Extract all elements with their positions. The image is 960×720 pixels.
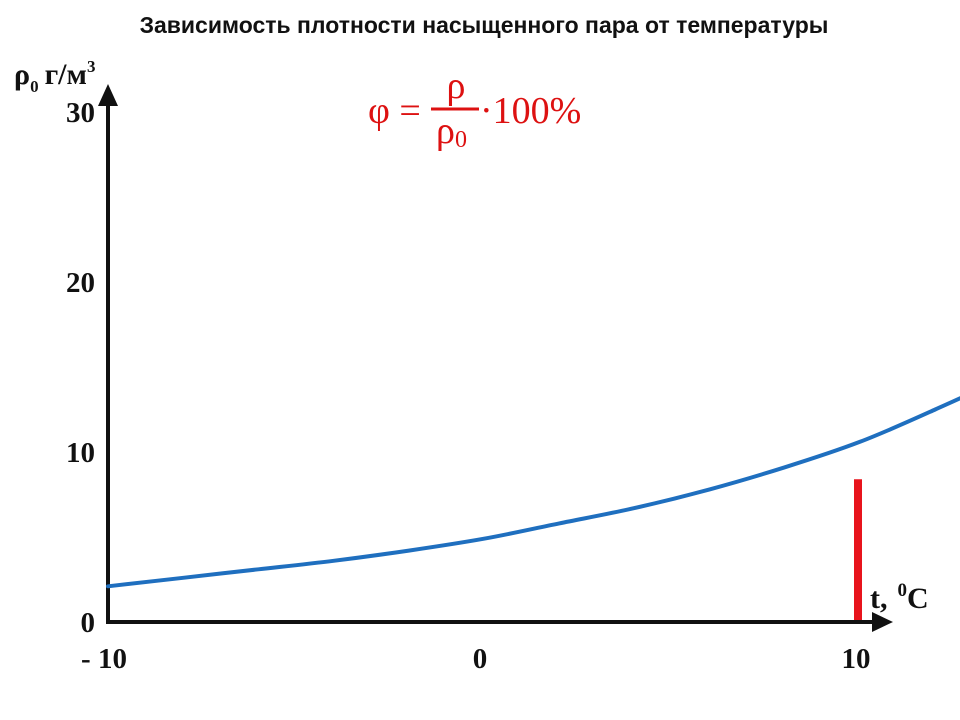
y-tick-label: 30 [66, 97, 95, 129]
axes [98, 84, 893, 632]
chart-title: Зависимость плотности насыщенного пара о… [140, 12, 829, 38]
markers [854, 479, 862, 620]
y-axis-label: ρ0 г/м3 [14, 57, 95, 96]
y-axis-subscript: 0 [30, 77, 39, 96]
formula-lhs: φ = [368, 90, 421, 132]
formula: φ = ρ ρ0 ·100% [368, 65, 581, 153]
formula-multiplier: ·100% [480, 90, 581, 132]
formula-numerator: ρ [447, 65, 466, 107]
y-tick-labels: 0 10 20 30 [66, 97, 95, 639]
x-tick-labels: - 100101520 [81, 643, 871, 675]
y-tick-label: 10 [66, 437, 95, 469]
y-axis-superscript: 3 [87, 57, 96, 76]
y-axis-arrow [98, 84, 118, 106]
y-axis-unit: г/м [45, 58, 87, 91]
x-tick-label: 0 [473, 643, 488, 675]
x-axis-label: t, 0C [870, 580, 929, 615]
y-tick-label: 0 [81, 607, 96, 639]
formula-denominator-symbol: ρ [436, 110, 455, 152]
x-axis-unit: C [907, 582, 929, 615]
formula-denominator: ρ0 [436, 110, 467, 153]
x-axis-arrow [872, 612, 893, 632]
y-tick-label: 20 [66, 267, 95, 299]
series-layer [106, 396, 960, 589]
density-curve [106, 396, 960, 589]
x-axis-symbol: t, [870, 582, 888, 615]
x-tick-label: 10 [842, 643, 871, 675]
formula-denominator-sub: 0 [455, 127, 467, 153]
x-axis-superscript: 0 [898, 580, 908, 601]
y-axis-symbol: ρ [14, 58, 30, 91]
x-tick-label: - 10 [81, 643, 127, 675]
